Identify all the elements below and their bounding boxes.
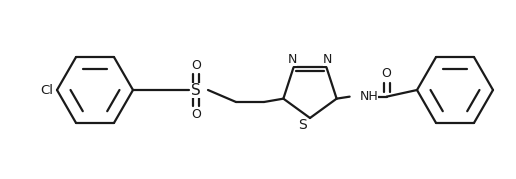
Text: S: S	[298, 118, 307, 132]
Text: O: O	[191, 108, 201, 122]
Text: N: N	[323, 53, 332, 66]
Text: NH: NH	[360, 90, 378, 103]
Text: Cl: Cl	[40, 83, 54, 96]
Text: O: O	[191, 59, 201, 71]
Text: S: S	[191, 83, 201, 98]
Text: N: N	[288, 53, 297, 66]
Text: O: O	[382, 67, 392, 80]
